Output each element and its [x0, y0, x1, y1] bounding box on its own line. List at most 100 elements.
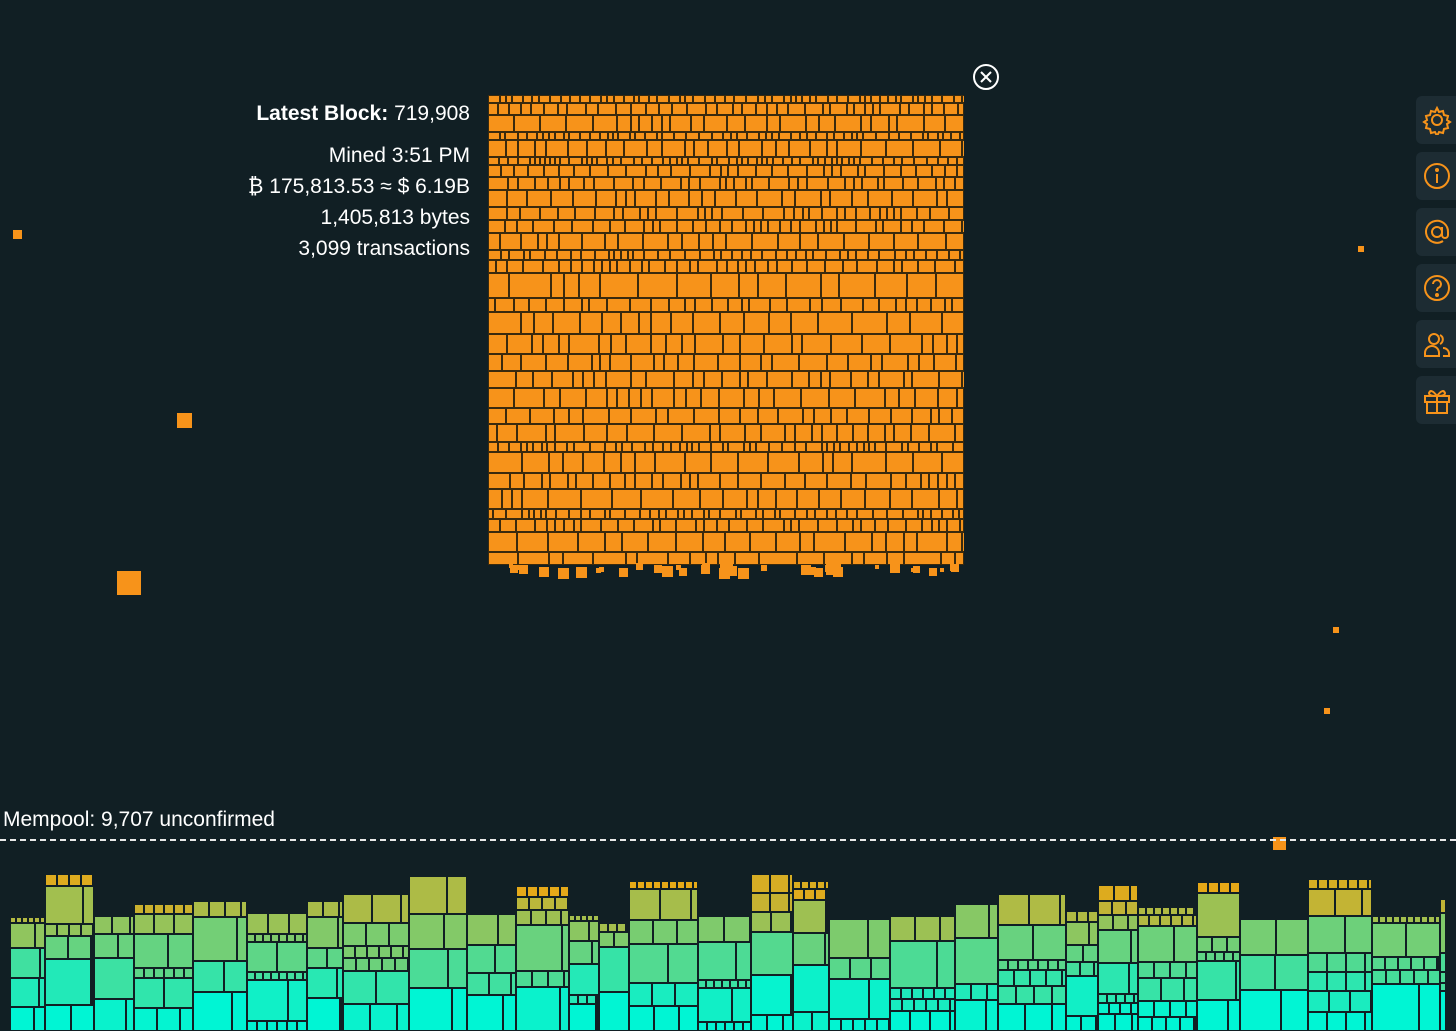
block-transaction: [781, 116, 805, 131]
block-transaction: [872, 96, 879, 102]
block-transaction: [918, 299, 930, 311]
block-transaction: [583, 299, 588, 311]
block-transaction: [878, 261, 893, 272]
block-transaction: [745, 313, 768, 333]
mempool-transaction: [956, 939, 997, 983]
mempool-transaction: [264, 973, 270, 979]
block-transaction: [626, 221, 643, 232]
block-transaction: [866, 96, 870, 102]
mempool-transaction: [794, 890, 803, 899]
block-transaction: [626, 474, 634, 488]
block-transaction: [808, 133, 815, 139]
info-button[interactable]: [1416, 152, 1456, 200]
block-transaction: [733, 221, 745, 232]
mempool-transaction: [744, 1023, 750, 1030]
block-transaction: [823, 208, 836, 219]
mempool-transaction: [630, 921, 652, 943]
mempool-transaction: [902, 989, 911, 998]
block-transaction: [902, 208, 916, 219]
donate-button[interactable]: [1416, 376, 1456, 424]
mempool-transaction: [1241, 956, 1274, 989]
block-transaction: [757, 166, 771, 176]
block-transaction: [831, 372, 850, 387]
mempool-transaction: [1187, 1002, 1196, 1016]
mempool-transaction: [344, 959, 355, 970]
close-block-button[interactable]: [973, 64, 999, 90]
mempool-transaction: [41, 918, 44, 922]
block-transaction: [719, 553, 734, 564]
block-transaction: [608, 425, 626, 441]
block-transaction: [817, 221, 823, 232]
mempool-transaction: [752, 976, 790, 1014]
block-transaction: [885, 178, 902, 189]
mempool-visualization[interactable]: [0, 842, 1456, 1031]
block-transaction: [670, 299, 684, 311]
mempool-transaction: [790, 894, 792, 911]
block-transaction: [611, 510, 624, 518]
block-transaction: [571, 96, 579, 102]
mempool-transaction: [248, 1022, 256, 1030]
block-transaction: [669, 234, 681, 249]
block-transaction: [810, 372, 820, 387]
mempool-transaction: [570, 996, 577, 1003]
contact-button[interactable]: [1416, 208, 1456, 256]
block-transaction: [846, 178, 853, 189]
mempool-transaction: [1009, 961, 1017, 969]
mempool-transaction: [678, 882, 684, 888]
block-transaction: [533, 96, 538, 102]
mempool-transaction: [371, 1005, 396, 1030]
block-transaction: [489, 166, 500, 176]
mempool-transaction: [210, 902, 224, 916]
mempool-transaction: [1369, 880, 1371, 888]
block-transaction: [500, 158, 507, 164]
mempool-transaction: [562, 911, 568, 924]
block-transaction: [605, 453, 620, 472]
block-transaction: [916, 389, 937, 407]
block-transaction: [633, 443, 644, 451]
block-transaction: [632, 355, 653, 370]
block-transaction: [536, 178, 547, 189]
block-transaction: [721, 313, 743, 333]
settings-button[interactable]: [1416, 96, 1456, 144]
block-transaction: [961, 251, 963, 259]
block-transaction: [788, 299, 809, 311]
block-transaction: [913, 566, 920, 573]
block-transaction: [706, 96, 714, 102]
block-transaction: [547, 355, 567, 370]
mempool-transaction: [830, 980, 868, 1018]
block-transaction: [508, 261, 522, 272]
block-transaction: [544, 335, 558, 353]
block-transaction: [539, 234, 546, 249]
block-transaction: [664, 474, 680, 488]
block-transaction: [632, 409, 655, 423]
block-transaction: [914, 96, 917, 102]
block-transaction: [876, 520, 887, 531]
block-transaction: [799, 178, 806, 189]
block-transaction: [880, 372, 903, 387]
block-transaction: [570, 409, 582, 423]
block-transaction: [569, 355, 591, 370]
mempool-transaction: [1309, 890, 1334, 915]
help-button[interactable]: [1416, 264, 1456, 312]
community-button[interactable]: [1416, 320, 1456, 368]
block-transaction: [833, 166, 840, 176]
block-transaction: [658, 133, 661, 139]
mempool-transaction: [1408, 917, 1413, 922]
block-transaction: [560, 261, 570, 272]
mempool-transaction: [165, 979, 192, 1007]
block-transaction: [707, 553, 717, 564]
block-transaction: [779, 409, 802, 423]
block-transaction: [534, 221, 553, 232]
block-visualization[interactable]: [488, 95, 966, 580]
block-transaction: [801, 565, 811, 575]
block-transaction: [792, 221, 799, 232]
mempool-transaction: [95, 935, 117, 957]
block-transaction: [880, 299, 895, 311]
mempool-transaction: [1110, 1004, 1119, 1013]
block-transaction: [489, 474, 509, 488]
mempool-transaction: [1194, 916, 1196, 925]
block-transaction: [700, 133, 711, 139]
mempool-transaction: [1150, 916, 1159, 925]
block-transaction: [584, 453, 603, 472]
mempool-transaction: [1063, 971, 1065, 985]
